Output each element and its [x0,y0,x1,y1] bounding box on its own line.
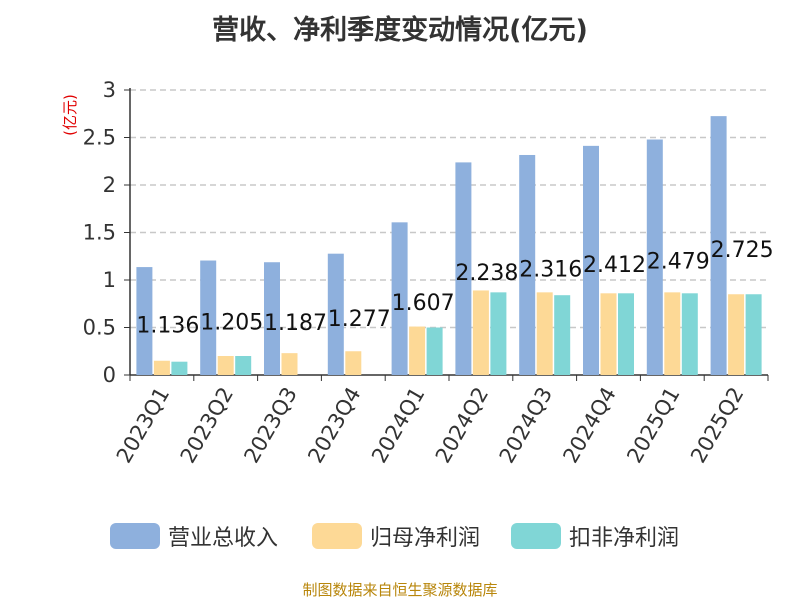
legend-swatch-net-profit [312,523,362,549]
chart-legend: 营业总收入 归母净利润 扣非净利润 [0,519,800,553]
y-tick-label: 0 [103,363,116,387]
x-category-label: 2024Q4 [558,383,620,467]
bar-net-profit [281,353,298,375]
bar-revenue [455,162,472,375]
bar-deducted-profit [426,327,443,375]
bar-net-profit [409,326,426,375]
bar-net-profit [536,292,553,375]
legend-swatch-revenue [110,523,160,549]
bar-deducted-profit [745,294,762,375]
legend-label-net-profit: 归母净利润 [370,526,481,551]
data-source-note: 制图数据来自恒生聚源数据库 [302,581,498,599]
legend-item-net-profit[interactable]: 归母净利润 [312,519,480,553]
bar-value-label: 2.725 [711,238,774,263]
bar-deducted-profit [235,356,252,375]
legend-item-deducted-profit[interactable]: 扣非净利润 [511,519,679,553]
x-category-label: 2025Q2 [686,383,748,467]
bar-revenue [200,260,217,375]
bar-revenue [264,262,280,375]
bar-deducted-profit [618,293,634,375]
bar-net-profit [472,290,489,375]
x-category-label: 2023Q3 [239,383,301,467]
legend-label-revenue: 营业总收入 [168,526,279,551]
bar-deducted-profit [554,295,571,375]
x-category-label: 2023Q1 [112,383,174,467]
legend-label-deducted-profit: 扣非净利润 [569,526,680,551]
bar-net-profit [664,292,681,375]
bar-net-profit [600,293,617,375]
chart-title: 营收、净利季度变动情况(亿元) [212,15,588,46]
bar-value-label: 2.316 [519,257,582,282]
bar-deducted-profit [490,292,507,375]
y-tick-label: 1.5 [83,221,116,245]
bar-value-label: 2.412 [583,253,646,278]
bar-revenue [136,267,153,375]
x-category-label: 2024Q1 [367,383,429,467]
y-tick-label: 0.5 [83,316,116,340]
x-category-label: 2023Q2 [176,383,238,467]
x-category-label: 2024Q3 [495,383,557,467]
x-category-label: 2025Q1 [622,383,684,467]
y-axis-title: (亿元) [61,94,79,136]
y-tick-label: 1 [103,268,116,292]
bar-revenue [327,253,344,375]
bar-value-label: 1.187 [264,311,327,336]
bar-revenue [710,116,727,375]
bar-deducted-profit [681,293,698,375]
bar-deducted-profit [171,361,188,375]
bar-value-label: 1.607 [392,291,455,316]
bar-revenue [519,154,536,375]
bar-revenue [583,145,599,375]
y-tick-label: 2.5 [83,126,116,150]
bar-value-label: 1.136 [136,314,199,339]
bar-net-profit [345,351,362,375]
x-category-label: 2023Q4 [303,383,365,467]
bar-value-label: 1.277 [328,307,391,332]
bar-net-profit [153,360,170,375]
bar-value-label: 2.479 [647,250,710,275]
y-tick-label: 2 [103,173,116,197]
bar-revenue [391,222,408,375]
bar-net-profit [728,294,745,375]
y-tick-label: 3 [103,78,116,102]
bar-value-label: 2.238 [455,261,518,286]
x-category-label: 2024Q2 [431,383,493,467]
legend-swatch-deducted-profit [511,523,561,549]
legend-item-revenue[interactable]: 营业总收入 [110,519,278,553]
bar-net-profit [217,356,234,375]
bar-revenue [646,139,663,375]
bar-value-label: 1.205 [200,310,263,335]
